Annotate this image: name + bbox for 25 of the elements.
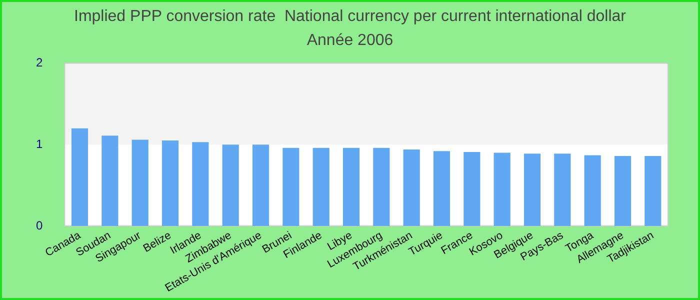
- bar: [342, 148, 360, 226]
- chart-subtitle: Année 2006: [306, 31, 394, 51]
- bar: [614, 156, 632, 226]
- bar: [252, 144, 270, 226]
- bar: [403, 150, 420, 226]
- bar: [102, 136, 118, 226]
- bar: [644, 156, 662, 226]
- bar: [373, 148, 390, 226]
- bar: [132, 140, 148, 226]
- bar: [433, 151, 450, 226]
- y-tick-label: 2: [36, 56, 43, 70]
- bar: [192, 142, 209, 226]
- bar: [494, 152, 510, 226]
- bar: [222, 144, 239, 226]
- bar: [464, 152, 480, 226]
- bar: [162, 140, 179, 226]
- y-tick-label: 0: [36, 218, 43, 232]
- bar: [554, 154, 571, 226]
- bar: [71, 128, 88, 226]
- bar: [524, 154, 541, 226]
- bar: [312, 148, 330, 226]
- chart-title: Implied PPP conversion rate National currency per current international dollar: [73, 7, 627, 27]
- bar: [282, 148, 300, 226]
- bar: [584, 155, 601, 226]
- y-tick-label: 1: [36, 136, 43, 151]
